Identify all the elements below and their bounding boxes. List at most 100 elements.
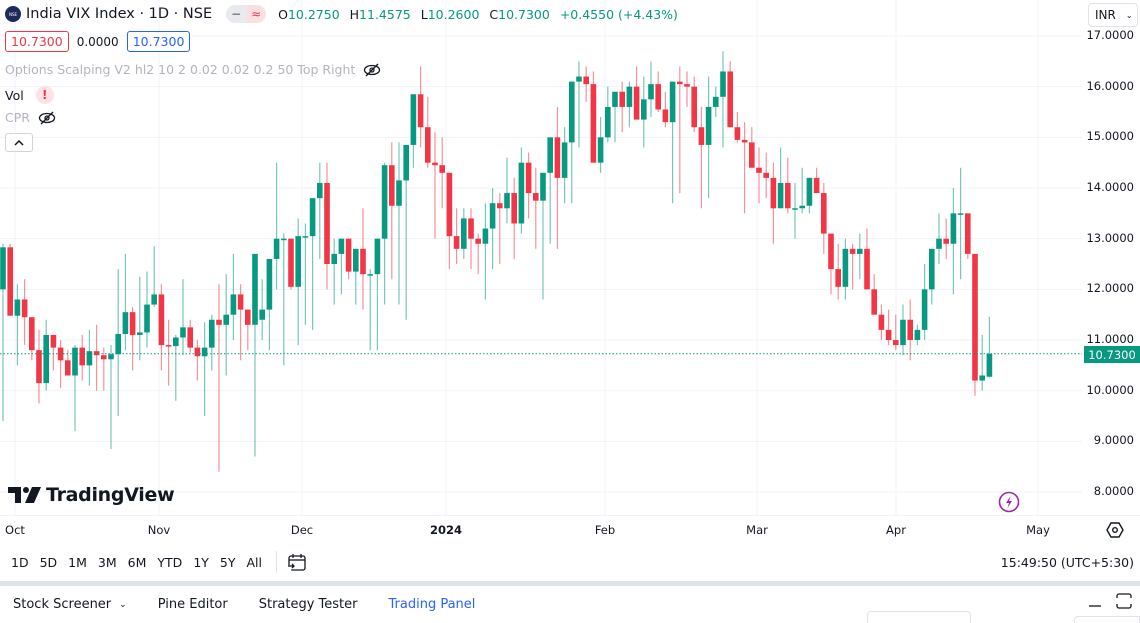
candle-body[interactable] [504,193,510,209]
candle-body[interactable] [921,289,928,330]
candle-body[interactable] [396,180,402,206]
range-5y-button[interactable]: 5Y [219,554,236,570]
candle-body[interactable] [950,213,957,244]
candle-body[interactable] [7,247,13,316]
indicator-cpr[interactable]: CPR [5,110,56,125]
candle-body[interactable] [108,354,114,360]
candle-body[interactable] [453,236,460,249]
candle-body[interactable] [137,332,143,335]
chevron-down-icon[interactable]: ⌄ [119,599,127,610]
candle-body[interactable] [511,193,517,224]
candle-body[interactable] [979,375,985,381]
go-to-date-calendar-icon[interactable] [287,552,307,572]
candle-body[interactable] [677,81,683,85]
price-axis[interactable]: 17.0000 16.0000 15.0000 14.0000 13.0000 12.00… [1082,0,1140,515]
candle-body[interactable] [871,289,877,315]
candle-body[interactable] [525,162,532,194]
candle-body[interactable] [893,340,899,346]
candle-body[interactable] [403,144,409,181]
candle-body[interactable] [216,319,222,325]
candle-body[interactable] [209,319,215,348]
candle-body[interactable] [518,162,525,224]
candle-body[interactable] [266,258,273,310]
timezone-clock[interactable]: 15:49:50 (UTC+5:30) [1000,554,1134,570]
candle-body[interactable] [194,347,201,357]
candle-body[interactable] [65,360,71,376]
candle-body[interactable] [461,218,467,249]
candle-body[interactable] [79,347,85,366]
candle-body[interactable] [475,238,481,244]
candle-body[interactable] [353,248,359,272]
candle-body[interactable] [237,294,244,310]
collapse-legend-button[interactable] [5,133,33,152]
candle-body[interactable] [734,127,741,140]
currency-dropdown[interactable]: INR ⌄ [1088,3,1138,27]
candle-body[interactable] [885,329,892,341]
candle-body[interactable] [806,177,813,206]
candle-body[interactable] [374,238,381,275]
candle-body[interactable] [288,238,294,287]
candle-body[interactable] [72,347,78,376]
candle-body[interactable] [432,162,438,166]
candle-body[interactable] [597,137,604,163]
candle-body[interactable] [713,96,719,107]
candle-body[interactable] [583,76,589,85]
candle-body[interactable] [792,208,798,210]
range-1d-button[interactable]: 1D [11,554,29,570]
candle-body[interactable] [691,86,697,128]
candle-body[interactable] [201,347,208,357]
candle-body[interactable] [576,76,582,82]
indicator-options-scalping[interactable]: Options Scalping V2 hl2 10 2 0.02 0.02 0… [5,62,381,77]
candle-body[interactable] [821,193,827,234]
candle-body[interactable] [900,319,906,346]
candle-body[interactable] [86,351,93,366]
candle-body[interactable] [446,172,453,237]
lightning-icon[interactable] [998,491,1020,513]
candle-body[interactable] [835,269,841,287]
candle-body[interactable] [799,205,805,209]
candle-body[interactable] [929,248,935,290]
tab-strategy-tester[interactable]: Strategy Tester [259,597,358,612]
indicator-vol[interactable]: Vol ! [5,86,54,104]
tradingview-logo[interactable]: TradingView [8,484,175,506]
chart-settings-icon[interactable] [1106,521,1124,539]
candlestick-chart[interactable] [0,0,1082,515]
candle-body[interactable] [21,299,28,318]
tab-pine-editor[interactable]: Pine Editor [158,597,228,612]
candle-body[interactable] [662,109,669,123]
candle-body[interactable] [497,203,503,209]
candle-body[interactable] [439,165,445,173]
candle-body[interactable] [317,182,323,199]
candle-body[interactable] [864,248,870,290]
candle-body[interactable] [324,182,330,265]
candle-body[interactable] [309,198,316,237]
candle-body[interactable] [849,248,856,254]
floating-widget-stub[interactable] [1074,616,1140,623]
eye-crossed-icon[interactable] [38,111,56,125]
candle-body[interactable] [907,319,913,341]
range-6m-button[interactable]: 6M [127,554,147,570]
candle-body[interactable] [633,86,640,120]
candle-body[interactable] [547,137,553,173]
candle-body[interactable] [878,314,885,330]
candle-body[interactable] [986,353,993,377]
candle-body[interactable] [619,91,625,107]
candle-body[interactable] [389,165,395,206]
candle-body[interactable] [554,137,561,178]
candle-body[interactable] [101,355,107,360]
candle-body[interactable] [785,182,791,209]
candle-body[interactable] [338,238,345,254]
candle-body[interactable] [655,84,661,110]
candle-body[interactable] [669,81,676,123]
candle-body[interactable] [684,84,690,87]
candle-body[interactable] [756,167,762,173]
candle-body[interactable] [605,106,611,138]
candle-body[interactable] [93,351,100,356]
candle-body[interactable] [50,334,57,348]
legend-toggle-pill[interactable]: − ≈ [226,5,267,23]
candle-body[interactable] [360,248,366,275]
candle-body[interactable] [36,350,42,384]
candle-body[interactable] [612,91,618,107]
minimize-panel-icon[interactable] [1088,594,1102,608]
tab-stock-screener[interactable]: Stock Screener ⌄ [13,597,127,612]
